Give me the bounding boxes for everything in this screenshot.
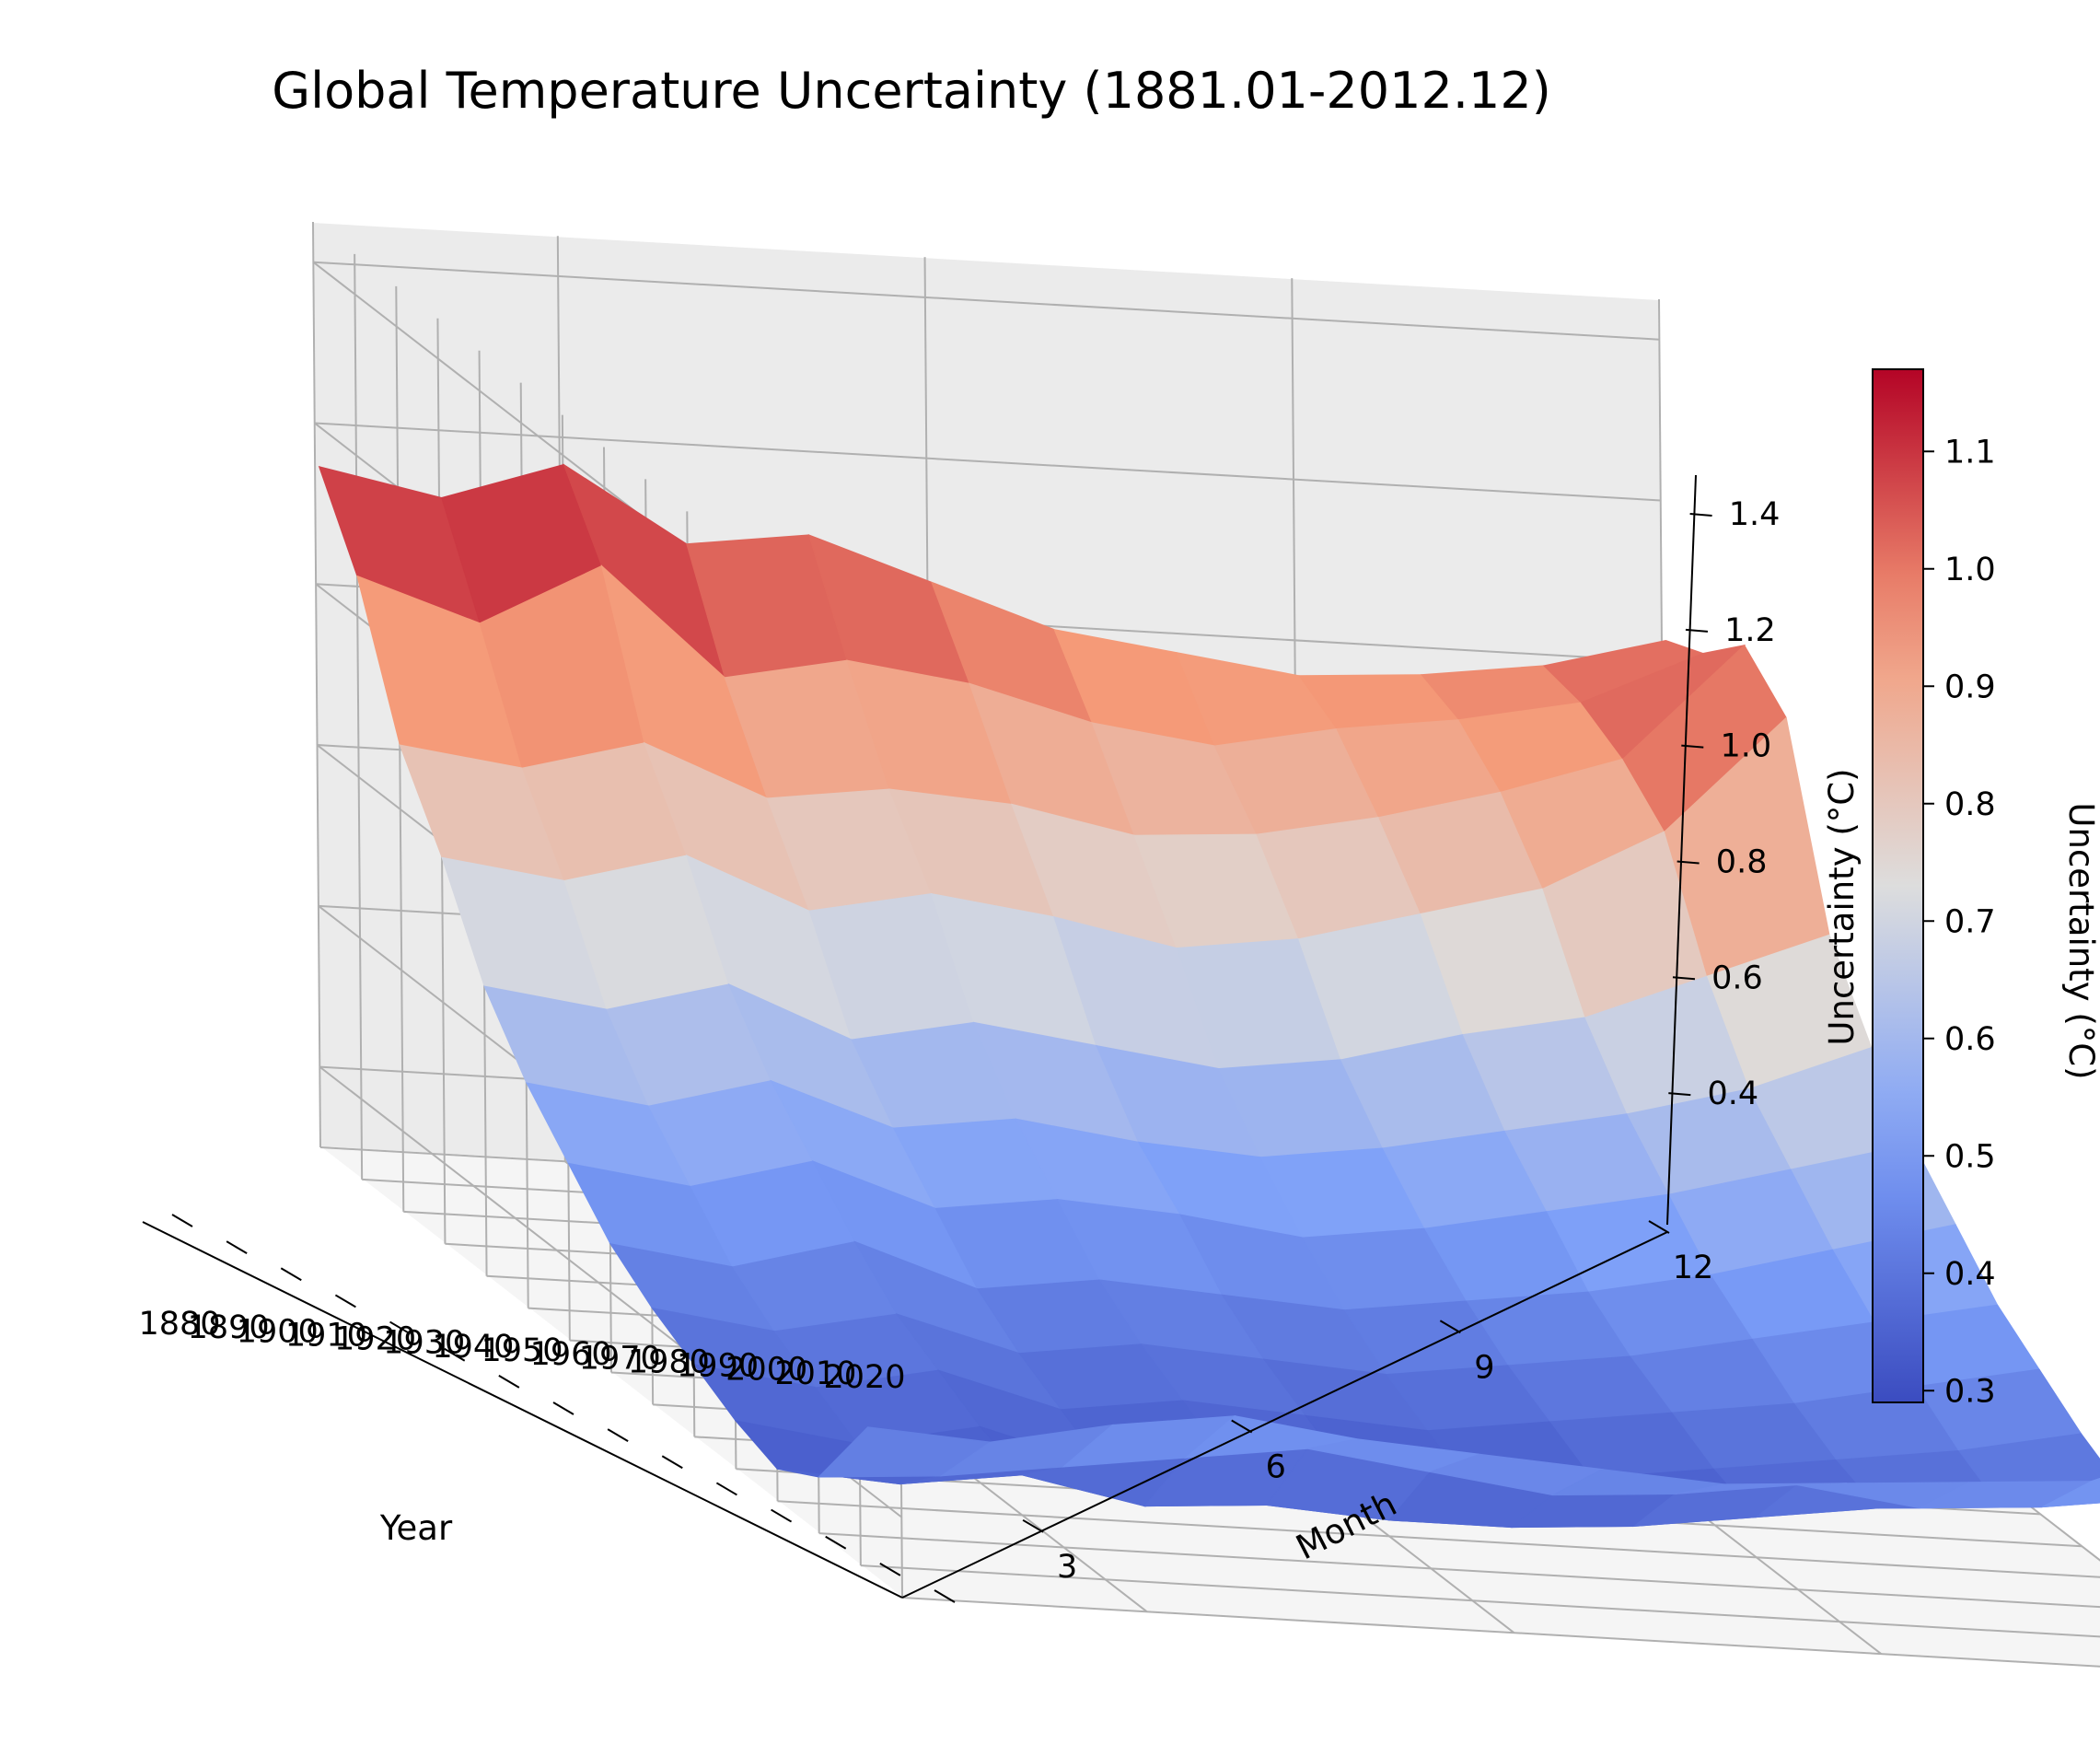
colorbar-tick-label: 0.3 <box>1944 1373 1996 1410</box>
z-axis-label: Uncertainty (°C) <box>1822 768 1862 1045</box>
x-tick-label: 2010 <box>774 1355 856 1392</box>
z-tick-label: 0.6 <box>1711 959 1763 996</box>
x-tick-mark <box>607 1428 629 1443</box>
y-tick-label: 9 <box>1474 1349 1494 1386</box>
x-tick-mark <box>825 1535 847 1550</box>
z-axis-line <box>1666 474 1697 1226</box>
y-tick-mark <box>1648 1220 1670 1234</box>
gridline-z-month-pane <box>313 261 1660 341</box>
gridline-year-back <box>312 221 321 1148</box>
z-tick-mark <box>1689 513 1712 517</box>
x-tick-mark <box>879 1562 901 1576</box>
x-tick-label: 2020 <box>823 1359 905 1396</box>
x-tick-label: 1990 <box>677 1348 759 1385</box>
z-tick-label: 0.4 <box>1707 1076 1758 1112</box>
x-tick-mark <box>934 1589 956 1603</box>
x-tick-mark <box>661 1455 683 1470</box>
x-tick-label: 1940 <box>432 1329 514 1366</box>
colorbar-tick-label: 1.1 <box>1944 434 1996 471</box>
z-tick-mark <box>1677 860 1700 865</box>
gridline-year-back <box>354 253 364 1180</box>
colorbar-tick-label: 1.0 <box>1944 552 1996 588</box>
x-tick-label: 1970 <box>579 1340 661 1377</box>
x-tick-label: 2000 <box>725 1352 807 1389</box>
x-tick-label: 1920 <box>334 1321 416 1358</box>
x-tick-mark <box>498 1374 520 1389</box>
y-tick-mark <box>1231 1419 1253 1434</box>
y-tick-label: 12 <box>1673 1250 1714 1286</box>
z-tick-label: 1.4 <box>1729 496 1781 533</box>
z-tick-label: 0.8 <box>1716 843 1768 880</box>
x-axis-ticks: 1880189019001910192019301940195019601970… <box>138 1214 956 1603</box>
y-tick-label: 3 <box>1057 1549 1077 1586</box>
gridline-year-floor <box>901 1597 2100 1668</box>
x-axis-label: Year <box>379 1508 453 1548</box>
colorbar-tick-label: 0.5 <box>1944 1138 1996 1175</box>
surface-cell <box>2041 1477 2100 1508</box>
x-tick-mark <box>715 1482 737 1496</box>
colorbar-tick-label: 0.8 <box>1944 786 1996 823</box>
x-tick-label: 1960 <box>530 1336 612 1373</box>
colorbar-label: Uncertainty (°C) <box>2061 802 2100 1079</box>
z-tick-mark <box>1668 1092 1691 1097</box>
x-axis-line <box>142 1221 903 1599</box>
x-tick-mark <box>444 1347 466 1362</box>
z-tick-label: 1.2 <box>1724 612 1776 649</box>
gridline-year-floor <box>777 1500 2100 1578</box>
x-tick-label: 1880 <box>138 1306 220 1343</box>
colorbar-ticks: 0.3 0.4 0.5 0.6 0.7 0.8 0.9 1.0 1.1 <box>1923 434 1996 1410</box>
chart-title: Global Temperature Uncertainty (1881.01-… <box>272 62 1551 120</box>
z-tick-mark <box>1681 744 1704 749</box>
colorbar-tick-label: 0.6 <box>1944 1021 1996 1058</box>
y-axis-ticks: 3 6 9 12 <box>1022 1220 1714 1586</box>
x-tick-label: 1900 <box>237 1313 319 1350</box>
x-tick-label: 1930 <box>383 1325 465 1362</box>
x-tick-mark <box>171 1214 193 1227</box>
x-tick-label: 1890 <box>188 1309 270 1346</box>
x-tick-mark <box>280 1267 302 1282</box>
x-tick-mark <box>552 1401 574 1415</box>
x-tick-mark <box>334 1294 356 1308</box>
z-axis-ticks: 0.4 0.6 0.8 1.0 1.2 1.4 <box>1668 496 1780 1112</box>
colorbar-tick-label: 0.9 <box>1944 669 1996 705</box>
x-tick-mark <box>389 1320 412 1335</box>
colorbar-tick-label: 0.7 <box>1944 903 1996 940</box>
gridline-year-floor <box>818 1532 2100 1609</box>
y-tick-mark <box>1439 1320 1461 1334</box>
surface-plot <box>318 463 2100 1529</box>
gridline-year-floor <box>860 1564 2100 1638</box>
z-tick-mark <box>1685 628 1709 633</box>
y-tick-label: 6 <box>1266 1449 1286 1486</box>
y-tick-mark <box>1022 1518 1044 1533</box>
y-axis-line <box>901 1231 1668 1599</box>
colorbar-tick-label: 0.4 <box>1944 1256 1996 1293</box>
x-tick-mark <box>226 1240 248 1255</box>
x-tick-label: 1980 <box>628 1343 710 1380</box>
x-tick-label: 1950 <box>481 1332 563 1369</box>
axis-lines <box>142 474 1697 1599</box>
x-tick-mark <box>771 1508 793 1523</box>
z-tick-mark <box>1672 976 1696 981</box>
colorbar <box>1872 368 1924 1403</box>
x-tick-label: 1910 <box>285 1317 367 1354</box>
z-tick-label: 1.0 <box>1720 728 1771 765</box>
